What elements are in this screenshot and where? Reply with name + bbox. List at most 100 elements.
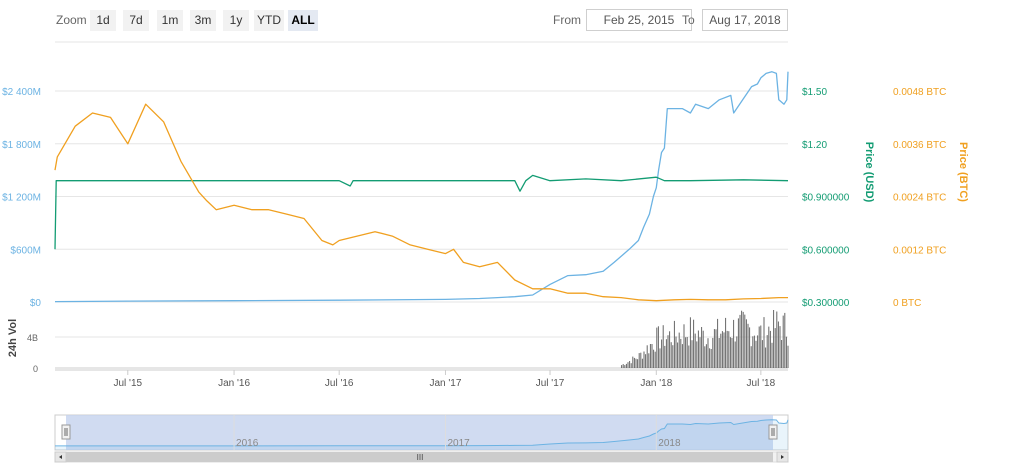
volume-bar xyxy=(640,352,642,368)
volume-bar xyxy=(661,339,663,368)
volume-bar xyxy=(761,340,763,368)
volume-bar xyxy=(645,354,647,368)
volume-bar xyxy=(765,347,767,368)
volume-bar xyxy=(753,335,755,368)
volume-bar xyxy=(787,345,789,368)
volume-bar xyxy=(720,333,722,368)
volume-bar xyxy=(718,338,720,368)
volume-bar xyxy=(670,342,672,368)
volume-bar xyxy=(768,326,770,368)
volume-bar xyxy=(734,341,736,368)
x-tick-label: Jan '18 xyxy=(640,378,672,389)
from-date-input[interactable] xyxy=(586,9,692,31)
x-tick-label: Jul '17 xyxy=(536,378,565,389)
volume-bar xyxy=(641,358,643,368)
volume-bar xyxy=(657,326,659,368)
volume-bar xyxy=(733,319,735,368)
volume-bar xyxy=(654,351,656,368)
navigator-right-handle[interactable] xyxy=(768,424,778,440)
navigator-left-handle[interactable] xyxy=(61,424,71,440)
volume-bar xyxy=(731,338,733,368)
navigator-year-label: 2017 xyxy=(447,438,470,449)
volume-bar xyxy=(742,311,744,368)
volume-bar xyxy=(777,321,779,368)
series-lines xyxy=(54,71,789,303)
volume-bar xyxy=(755,340,757,368)
volume-bar xyxy=(763,317,765,368)
zoom-7d-button[interactable]: 7d xyxy=(123,10,149,31)
volume-bar xyxy=(741,310,743,368)
scrollbar-grip-label: III xyxy=(417,453,424,462)
volume-bar xyxy=(694,333,696,368)
axes: $0 $600M $1 200M $1 800M $2 400M $0.300000 $0.… xyxy=(2,87,969,389)
volume-bar xyxy=(629,361,631,368)
volume-bar xyxy=(757,335,759,368)
navigator-year-label: 2018 xyxy=(658,438,681,449)
price-btc-axis-title: Price (BTC) xyxy=(957,142,969,202)
navigator[interactable]: 2016 2017 2018 III xyxy=(54,414,789,463)
navigator-year-label: 2016 xyxy=(236,438,259,449)
volume-tick-label: 4B xyxy=(27,333,38,343)
zoom-1y-button[interactable]: 1y xyxy=(223,10,249,31)
scroll-left-arrow-icon xyxy=(59,455,62,459)
volume-bar xyxy=(656,327,658,368)
zoom-1m-button[interactable]: 1m xyxy=(157,10,183,31)
volume-bar xyxy=(710,349,712,368)
zoom-all-button[interactable]: ALL xyxy=(288,10,318,31)
zoom-3m-button[interactable]: 3m xyxy=(190,10,216,31)
volume-bar xyxy=(621,365,623,368)
navigator-line xyxy=(55,419,789,447)
volume-bar xyxy=(747,323,749,368)
volume-bar xyxy=(632,356,634,368)
volume-bar xyxy=(675,336,677,368)
volume-bar xyxy=(779,326,781,368)
volume-bar xyxy=(702,330,704,368)
volume-bar xyxy=(752,336,754,368)
volume-bar xyxy=(721,331,723,368)
market-cap-tick-label: $0 xyxy=(30,298,42,309)
volume-bar xyxy=(749,327,751,368)
price-btc-line xyxy=(54,103,788,302)
handle-grip[interactable] xyxy=(768,424,778,440)
handle-grip[interactable] xyxy=(61,424,71,440)
volume-bar xyxy=(760,325,762,368)
volume-bar xyxy=(705,344,707,368)
volume-bar xyxy=(643,351,645,368)
volume-bar xyxy=(625,363,627,368)
market-cap-tick-label: $600M xyxy=(10,245,41,256)
volume-bar xyxy=(699,337,701,368)
volume-bar xyxy=(784,312,786,368)
volume-bar xyxy=(704,346,706,368)
volume-bar xyxy=(729,337,731,368)
volume-bar xyxy=(715,329,717,368)
market-cap-tick-label: $1 800M xyxy=(2,140,41,151)
volume-bar xyxy=(649,344,651,368)
zoom-label: Zoom xyxy=(56,13,87,27)
volume-bar xyxy=(774,328,776,368)
volume-bar xyxy=(681,344,683,368)
volume-bar xyxy=(769,330,771,368)
volume-bar xyxy=(635,358,637,368)
volume-bar xyxy=(736,336,738,368)
navigator-selected-range[interactable] xyxy=(66,415,773,450)
price-usd-line xyxy=(54,174,789,250)
price-usd-tick-label: $0.300000 xyxy=(802,298,850,309)
volume-bar xyxy=(662,325,664,368)
price-btc-tick-label: 0.0024 BTC xyxy=(893,193,946,204)
volume-bar xyxy=(637,359,639,368)
navigator-scrollbar-thumb[interactable] xyxy=(66,452,773,462)
zoom-1d-button[interactable]: 1d xyxy=(90,10,116,31)
volume-bar xyxy=(785,336,787,368)
volume-bar xyxy=(669,331,671,368)
volume-bar xyxy=(713,329,715,368)
volume-bar xyxy=(766,335,768,368)
volume-bar xyxy=(707,338,709,368)
price-usd-axis-title: Price (USD) xyxy=(863,142,875,203)
volume-bar xyxy=(712,337,714,368)
x-tick-label: Jul '16 xyxy=(325,378,354,389)
to-date-input[interactable] xyxy=(702,9,788,31)
zoom-ytd-button[interactable]: YTD xyxy=(254,10,284,31)
volume-tick-label: 0 xyxy=(33,364,38,374)
to-label: To xyxy=(682,13,695,27)
price-usd-tick-label: $0.600000 xyxy=(802,245,850,256)
